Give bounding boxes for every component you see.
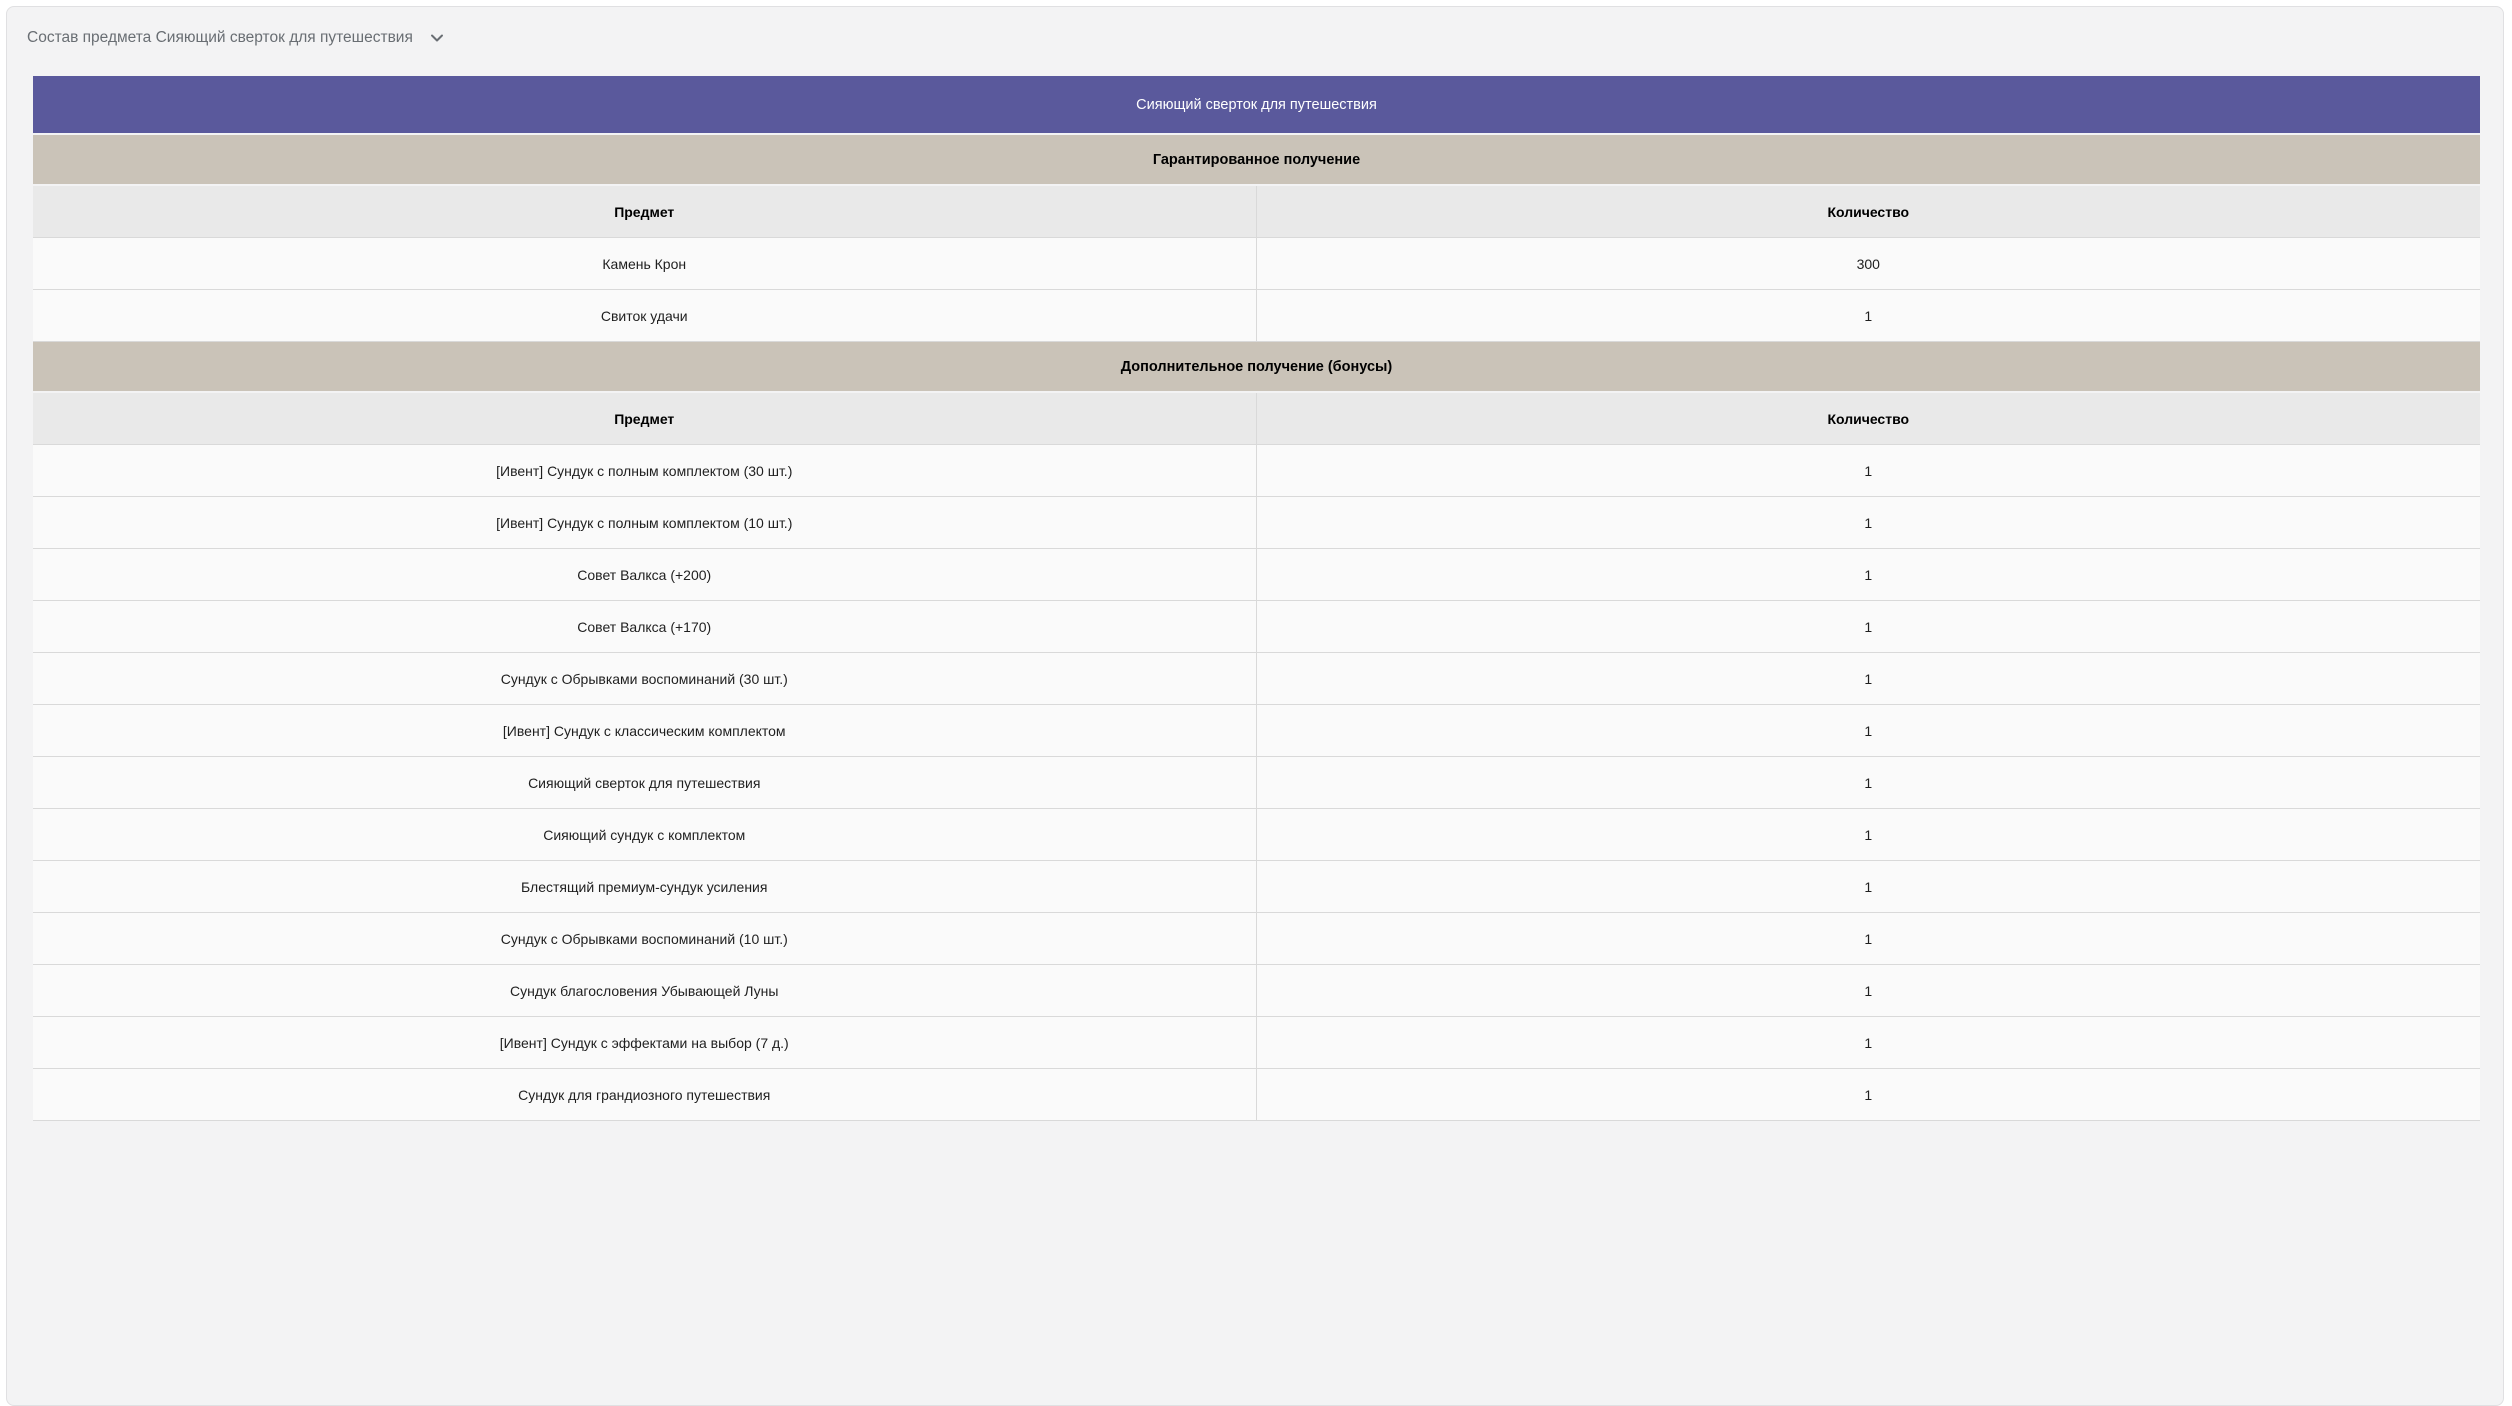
column-header-quantity: Количество	[1827, 410, 1910, 427]
quantity-cell: 1	[1864, 307, 1873, 324]
item-name-cell: Совет Валкса (+200)	[33, 549, 1257, 600]
item-composition-card: Состав предмета Сияющий сверток для путе…	[6, 6, 2504, 1406]
quantity-cell: 1	[1864, 878, 1873, 895]
section-header-guaranteed: Гарантированное получение	[33, 135, 2480, 184]
quantity-cell: 1	[1864, 514, 1873, 531]
section-header-bonus: Дополнительное получение (бонусы)	[33, 342, 2480, 391]
table-row: Сундук с Обрывками воспоминаний (10 шт.)…	[33, 913, 2480, 965]
column-header-item: Предмет	[33, 393, 1257, 444]
table-row: Совет Валкса (+200) 1	[33, 549, 2480, 601]
item-name-cell: Сундук с Обрывками воспоминаний (10 шт.)	[33, 913, 1257, 964]
column-header-item: Предмет	[33, 186, 1257, 237]
chevron-down-icon	[429, 30, 445, 46]
table-row: Сияющий сундук с комплектом 1	[33, 809, 2480, 861]
item-name-cell: [Ивент] Сундук с полным комплектом (10 ш…	[33, 497, 1257, 548]
item-name-cell: [Ивент] Сундук с эффектами на выбор (7 д…	[33, 1017, 1257, 1068]
item-name-cell: [Ивент] Сундук с классическим комплектом	[33, 705, 1257, 756]
table-row: [Ивент] Сундук с полным комплектом (10 ш…	[33, 497, 2480, 549]
table-row: [Ивент] Сундук с классическим комплектом…	[33, 705, 2480, 757]
table-row: [Ивент] Сундук с полным комплектом (30 ш…	[33, 445, 2480, 497]
quantity-cell: 1	[1864, 774, 1873, 791]
quantity-cell: 1	[1864, 1086, 1873, 1103]
item-name-cell: Совет Валкса (+170)	[33, 601, 1257, 652]
item-name-cell: Сундук для грандиозного путешествия	[33, 1069, 1257, 1120]
quantity-cell: 1	[1864, 566, 1873, 583]
column-header-row: Предмет Количество	[33, 393, 2480, 445]
table-row: Сияющий сверток для путешествия 1	[33, 757, 2480, 809]
quantity-cell: 1	[1864, 670, 1873, 687]
item-name-cell: Свиток удачи	[33, 290, 1257, 341]
table-row: Свиток удачи 1	[33, 290, 2480, 342]
item-composition-toggle[interactable]: Состав предмета Сияющий сверток для путе…	[27, 28, 445, 48]
table-row: Блестящий премиум-сундук усиления 1	[33, 861, 2480, 913]
table-row: Камень Крон 300	[33, 238, 2480, 290]
item-name-cell: Сияющий сундук с комплектом	[33, 809, 1257, 860]
table-row: Сундук для грандиозного путешествия 1	[33, 1069, 2480, 1121]
item-name-cell: Сияющий сверток для путешествия	[33, 757, 1257, 808]
table-row: Сундук благословения Убывающей Луны 1	[33, 965, 2480, 1017]
item-name-cell: Камень Крон	[33, 238, 1257, 289]
table-row: Совет Валкса (+170) 1	[33, 601, 2480, 653]
column-header-quantity: Количество	[1827, 203, 1910, 220]
item-name-cell: Сундук благословения Убывающей Луны	[33, 965, 1257, 1016]
column-header-row: Предмет Количество	[33, 186, 2480, 238]
table-row: Сундук с Обрывками воспоминаний (30 шт.)…	[33, 653, 2480, 705]
quantity-cell: 1	[1864, 930, 1873, 947]
quantity-cell: 1	[1864, 1034, 1873, 1051]
quantity-cell: 1	[1864, 826, 1873, 843]
quantity-cell: 1	[1864, 618, 1873, 635]
quantity-cell: 1	[1864, 982, 1873, 999]
quantity-cell: 1	[1864, 462, 1873, 479]
table-title: Сияющий сверток для путешествия	[33, 76, 2480, 133]
table-row: [Ивент] Сундук с эффектами на выбор (7 д…	[33, 1017, 2480, 1069]
item-name-cell: [Ивент] Сундук с полным комплектом (30 ш…	[33, 445, 1257, 496]
quantity-cell: 300	[1856, 255, 1880, 272]
item-name-cell: Блестящий премиум-сундук усиления	[33, 861, 1257, 912]
quantity-cell: 1	[1864, 722, 1873, 739]
item-name-cell: Сундук с Обрывками воспоминаний (30 шт.)	[33, 653, 1257, 704]
item-composition-title: Состав предмета Сияющий сверток для путе…	[27, 29, 413, 46]
item-composition-table: Сияющий сверток для путешествия Гарантир…	[33, 76, 2480, 1121]
